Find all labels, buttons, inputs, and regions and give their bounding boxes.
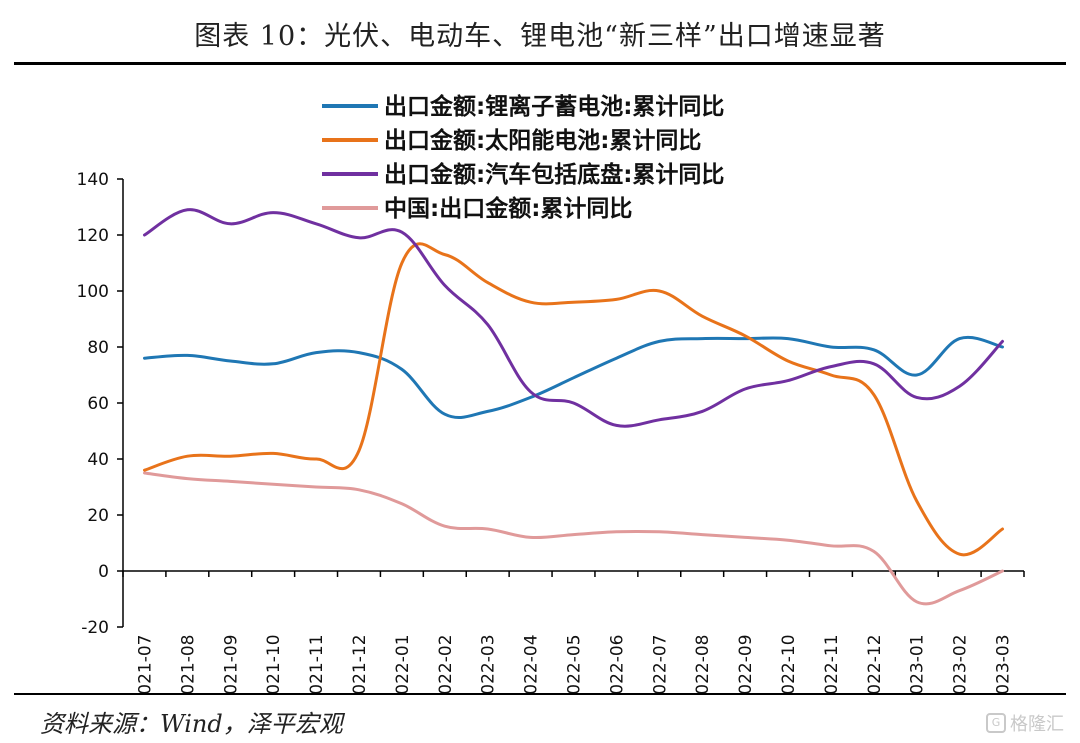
y-tick-label: 140 [77, 170, 109, 190]
x-tick-label: 2022-01 [393, 634, 413, 693]
series-line-lithium [143, 335, 1004, 419]
watermark: G 格隆汇 [986, 710, 1064, 736]
x-tick-label: 2021-09 [221, 634, 241, 693]
series-line-china [143, 471, 1004, 606]
x-tick-label: 2022-02 [436, 634, 456, 693]
axes: -20 0 20 40 60 80 100 120 140 2021-07 2021-08 2021-… [77, 170, 1025, 693]
source-note: 资料来源：Wind，泽平宏观 [40, 710, 343, 738]
watermark-logo-icon: G [986, 713, 1006, 733]
y-tick-label: 100 [77, 282, 109, 302]
x-tick-label: 2022-09 [736, 634, 756, 693]
y-tick-label: 20 [87, 506, 109, 526]
y-tick-label: 0 [98, 562, 109, 582]
series-line-auto [143, 208, 1004, 428]
line-chart: 出口金额:锂离子蓄电池:累计同比出口金额:太阳能电池:累计同比出口金额:汽车包括… [77, 93, 1025, 693]
x-tick-label: 2022-03 [479, 634, 499, 693]
x-tick-label: 2022-11 [822, 634, 842, 693]
chart-title: 图表 10：光伏、电动车、锂电池“新三样”出口增速显著 [194, 21, 886, 52]
x-tick-label: 2023-02 [951, 634, 971, 693]
x-tick-label: 2021-08 [178, 634, 198, 693]
legend-label-solar: 出口金额:太阳能电池:累计同比 [384, 127, 701, 154]
x-tick-label: 2023-03 [994, 634, 1014, 693]
y-tick-label: 40 [87, 450, 109, 470]
legend: 出口金额:锂离子蓄电池:累计同比出口金额:太阳能电池:累计同比出口金额:汽车包括… [322, 93, 724, 222]
legend-label-china: 中国:出口金额:累计同比 [384, 195, 632, 222]
series-line-solar [143, 242, 1004, 557]
legend-label-lithium: 出口金额:锂离子蓄电池:累计同比 [384, 93, 724, 120]
series-lines [143, 208, 1004, 606]
x-tick-label: 2022-06 [607, 634, 627, 693]
x-tick-label: 2021-10 [264, 634, 284, 693]
x-tick-label: 2022-07 [650, 634, 670, 693]
x-tick-label: 2021-12 [350, 634, 370, 693]
x-tick-label: 2023-01 [908, 634, 928, 693]
y-tick-label: 60 [87, 394, 109, 414]
y-tick-label: 80 [87, 338, 109, 358]
y-tick-label: 120 [77, 226, 109, 246]
x-tick-label: 2022-10 [779, 634, 799, 693]
x-tick-label: 2022-05 [565, 634, 585, 693]
watermark-text: 格隆汇 [1010, 714, 1064, 735]
y-tick-label: -20 [81, 618, 109, 638]
x-tick-label: 2022-12 [865, 634, 885, 693]
bottom-rule [14, 693, 1066, 695]
x-tick-label: 2021-11 [307, 634, 327, 693]
legend-label-auto: 出口金额:汽车包括底盘:累计同比 [384, 161, 724, 188]
x-tick-label: 2022-04 [522, 634, 542, 693]
x-tick-label: 2021-07 [135, 634, 155, 693]
top-rule [14, 62, 1066, 65]
x-tick-label: 2022-08 [693, 634, 713, 693]
